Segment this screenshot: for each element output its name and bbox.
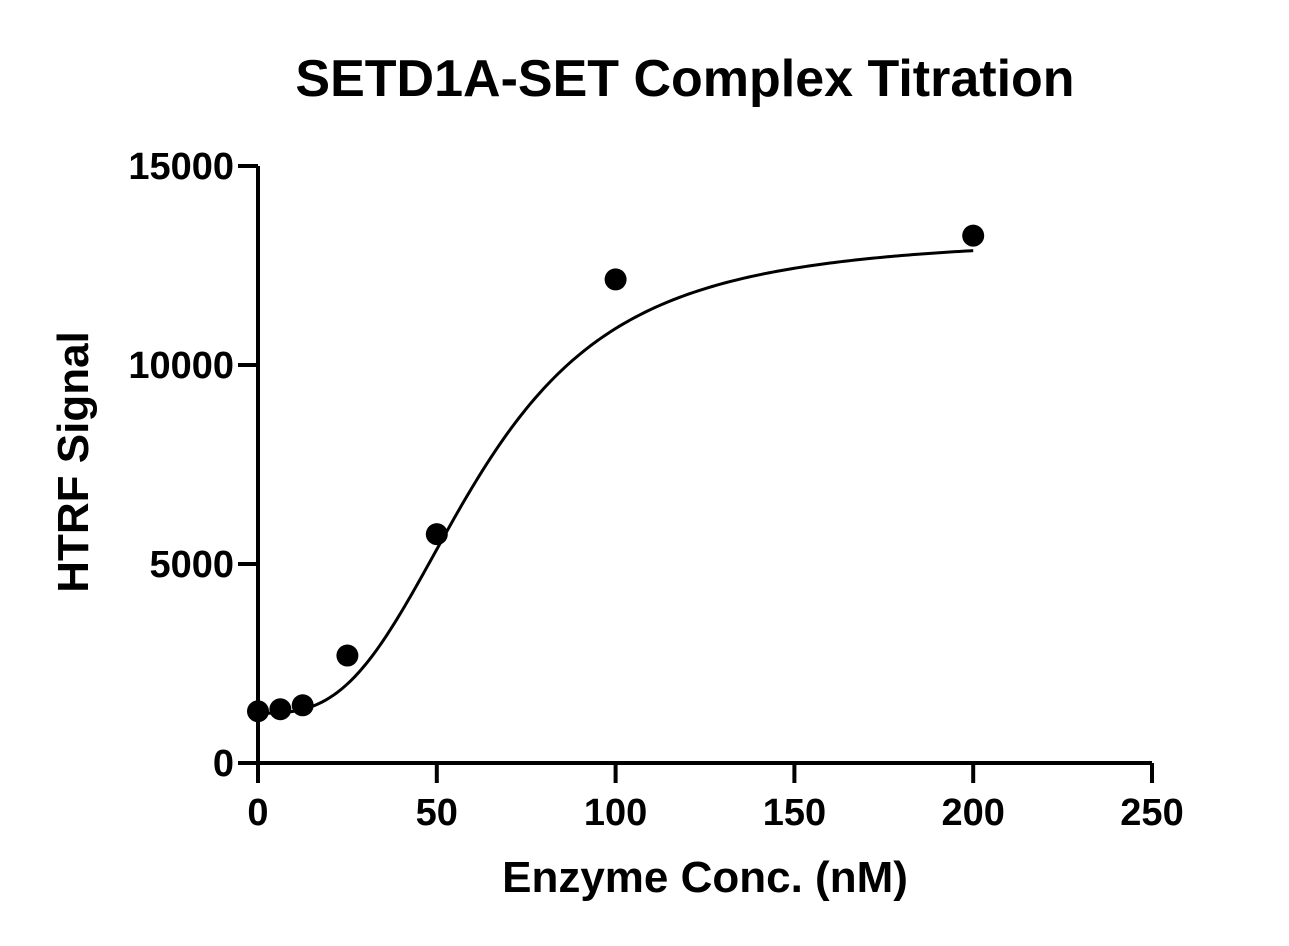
- x-tick-label: 200: [941, 792, 1004, 834]
- data-point: [291, 694, 314, 717]
- y-axis-label: HTRF Signal: [49, 331, 98, 593]
- x-tick-label: 50: [416, 792, 458, 834]
- data-point: [336, 644, 359, 667]
- x-tick-label: 0: [247, 792, 268, 834]
- x-tick-label: 100: [584, 792, 647, 834]
- data-point: [269, 698, 292, 721]
- axes: [256, 166, 1152, 765]
- y-tick-label: 5000: [149, 544, 234, 586]
- x-tick-label: 150: [763, 792, 826, 834]
- y-tick-label: 10000: [128, 345, 234, 387]
- chart-title: SETD1A-SET Complex Titration: [295, 50, 1074, 108]
- fit-curve: [258, 249, 974, 715]
- data-points: [247, 224, 985, 723]
- x-tick-label: 250: [1120, 792, 1183, 834]
- data-point: [962, 224, 985, 247]
- x-axis-label: Enzyme Conc. (nM): [502, 853, 908, 902]
- y-tick-label: 0: [213, 743, 234, 785]
- y-ticks: 0 5000 10000 15000: [128, 146, 258, 785]
- data-point: [425, 523, 448, 546]
- data-point: [604, 268, 627, 291]
- data-point: [247, 700, 269, 723]
- x-ticks: 0 50 100 150 200 250: [247, 763, 1184, 834]
- y-tick-label: 15000: [128, 146, 234, 188]
